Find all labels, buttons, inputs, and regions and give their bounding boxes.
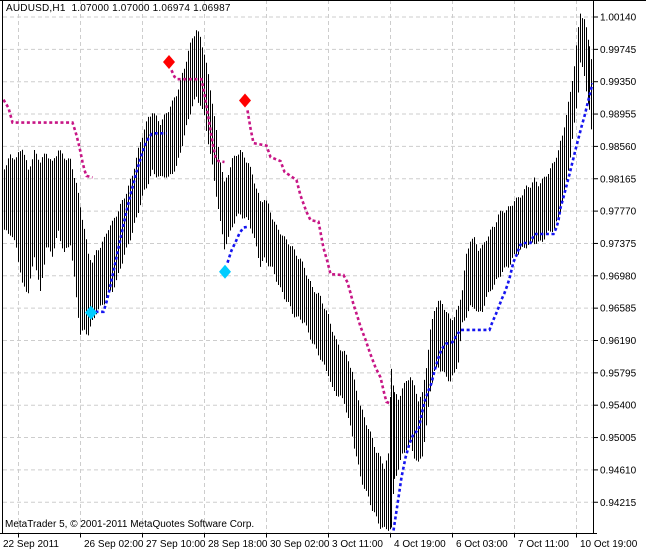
time-axis-label: 4 Oct 19:00 <box>394 539 446 550</box>
time-axis-label: 6 Oct 03:00 <box>456 539 508 550</box>
down-trend-trailing-line <box>246 110 392 405</box>
grid-lines <box>3 0 593 533</box>
price-axis-label: 1.00140 <box>600 13 637 24</box>
sell-signal-diamond <box>163 55 175 70</box>
price-axis-label: 0.95795 <box>600 368 637 379</box>
price-axis-label: 0.95400 <box>600 401 637 412</box>
down-trend-trailing-line <box>170 69 225 164</box>
time-axis-label: 10 Oct 19:00 <box>580 539 638 550</box>
time-axis-label: 30 Sep 02:00 <box>270 539 330 550</box>
symbol-ohlc-info: AUDUSD,H1 1.07000 1.07000 1.06974 1.0698… <box>6 3 231 14</box>
time-axis-label: 7 Oct 11:00 <box>518 539 569 550</box>
time-axis-label: 28 Sep 18:00 <box>208 539 268 550</box>
up-trend-trailing-line <box>226 225 249 264</box>
price-axis-label: 0.94215 <box>600 498 637 509</box>
price-axis[interactable]: 1.00140 0.99745 0.99350 0.98955 0.98560 0.981… <box>593 13 637 509</box>
down-trend-trailing-line <box>2 99 93 179</box>
price-axis-label: 0.96585 <box>600 304 637 315</box>
price-axis-label: 0.97770 <box>600 207 637 218</box>
price-axis-label: 0.94610 <box>600 465 637 476</box>
copyright-watermark: MetaTrader 5, © 2001-2011 MetaQuotes Sof… <box>5 519 255 530</box>
time-axis[interactable]: 22 Sep 2011 26 Sep 02:00 27 Sep 10:00 28 Se… <box>3 533 638 551</box>
time-axis-label: 3 Oct 11:00 <box>332 539 383 550</box>
price-axis-label: 0.96980 <box>600 271 637 282</box>
buy-signal-diamond <box>219 264 231 279</box>
price-axis-label: 0.99350 <box>600 77 637 88</box>
chart-frame <box>0 0 646 534</box>
price-bars <box>4 13 592 531</box>
time-axis-label: 22 Sep 2011 <box>3 539 59 550</box>
time-axis-label: 26 Sep 02:00 <box>84 539 144 550</box>
up-trend-trailing-line <box>95 132 167 314</box>
price-axis-label: 0.95005 <box>600 433 637 444</box>
price-axis-label: 0.96190 <box>600 336 637 347</box>
time-axis-label: 27 Sep 10:00 <box>146 539 206 550</box>
price-axis-label: 0.98955 <box>600 110 637 121</box>
sell-signal-diamond <box>239 93 251 108</box>
price-axis-label: 0.98560 <box>600 142 637 153</box>
price-axis-label: 0.98165 <box>600 174 637 185</box>
buy-signal-diamond <box>85 305 97 320</box>
price-axis-label: 0.99745 <box>600 45 637 56</box>
price-axis-label: 0.97375 <box>600 239 637 250</box>
